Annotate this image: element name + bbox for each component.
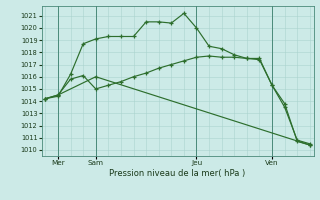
X-axis label: Pression niveau de la mer( hPa ): Pression niveau de la mer( hPa ) [109, 169, 246, 178]
